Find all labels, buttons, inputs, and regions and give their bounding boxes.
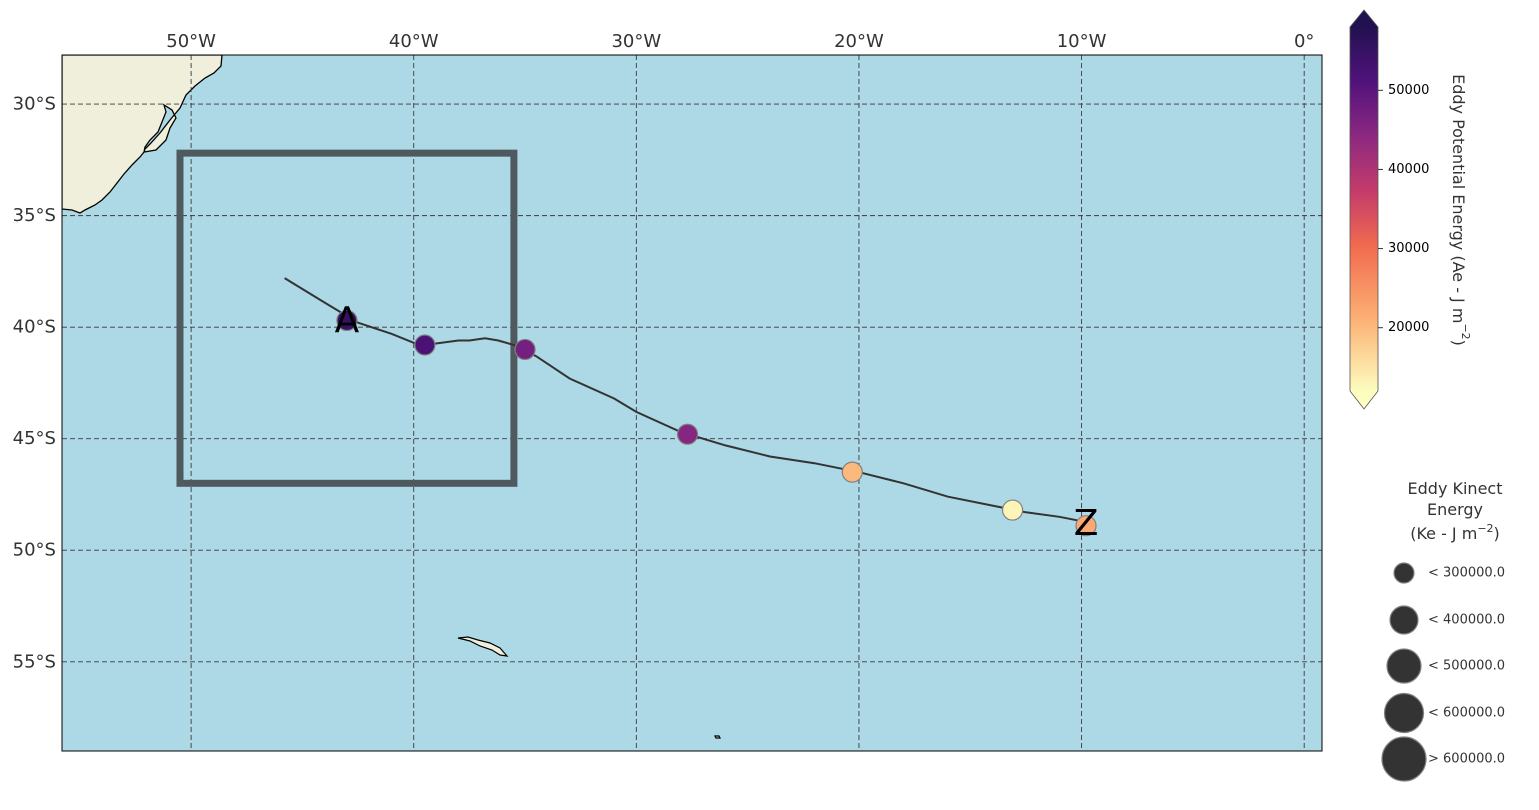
size-legend-label: > 600000.0 <box>1428 752 1505 767</box>
region-box <box>176 149 518 487</box>
colorbar-extend-min <box>1350 391 1378 409</box>
colorbar-tick-label: 20000 <box>1388 320 1429 335</box>
lon-tick-label: 10°W <box>1057 31 1107 52</box>
size-legend-title-line3: (Ke - J m−2) <box>1410 522 1500 543</box>
lat-tick-label: 35°S <box>13 205 56 226</box>
lon-tick-label: 30°W <box>611 31 661 52</box>
size-legend-marker <box>1381 736 1427 782</box>
eddy-point <box>514 338 536 361</box>
track-end-marker: Z <box>1074 503 1099 544</box>
map-area: A Z <box>62 55 1322 751</box>
colorbar-extend-max <box>1350 10 1378 27</box>
longitude-labels: 50°W 40°W 30°W 20°W 10°W 0° <box>166 31 1314 52</box>
size-legend: Eddy Kinect Energy (Ke - J m−2) < 300000… <box>1381 479 1505 782</box>
track-start-marker: A <box>335 300 360 341</box>
lon-tick-label: 40°W <box>389 31 439 52</box>
lat-tick-label: 50°S <box>13 540 56 561</box>
size-legend-marker <box>1386 648 1422 684</box>
size-legend-label: < 300000.0 <box>1428 566 1505 581</box>
eddy-point <box>676 423 699 445</box>
lat-tick-label: 45°S <box>13 428 56 449</box>
colorbar-tick-label: 50000 <box>1388 83 1429 98</box>
size-legend-marker <box>1383 692 1425 734</box>
colorbar: 20000 30000 40000 50000 Eddy Potential Ener… <box>1349 9 1473 410</box>
colorbar-outline <box>1349 9 1379 410</box>
size-legend-title-line1: Eddy Kinect <box>1408 479 1503 498</box>
size-legend-marker <box>1393 562 1415 584</box>
colorbar-label: Eddy Potential Energy (Ae - J m−2) <box>1450 74 1473 346</box>
ocean-background <box>62 55 1322 751</box>
size-legend-label: < 400000.0 <box>1428 613 1505 628</box>
eddy-point <box>841 461 863 483</box>
small-island <box>714 735 721 739</box>
south-georgia-island <box>457 636 509 657</box>
size-legend-marker <box>1389 605 1419 635</box>
colorbar-ticks: 20000 30000 40000 50000 <box>1378 83 1429 335</box>
colorbar-gradient <box>1350 27 1378 391</box>
colorbar-tick-label: 30000 <box>1388 241 1429 256</box>
eddy-point <box>414 334 436 356</box>
eddy-point <box>336 309 358 332</box>
lat-tick-label: 55°S <box>13 651 56 672</box>
lon-tick-label: 0° <box>1294 31 1314 52</box>
lon-tick-label: 50°W <box>166 31 216 52</box>
map-frame <box>61 54 1323 752</box>
size-legend-label: < 500000.0 <box>1428 659 1505 674</box>
lat-tick-label: 40°S <box>13 317 56 338</box>
latitude-labels: 30°S 35°S 40°S 45°S 50°S 55°S <box>13 94 56 673</box>
lon-tick-label: 20°W <box>834 31 884 52</box>
south-america-landmass <box>62 55 223 214</box>
eddy-point <box>1075 515 1097 537</box>
lat-tick-label: 30°S <box>13 94 56 115</box>
colorbar-tick-label: 40000 <box>1388 162 1429 177</box>
size-legend-label: < 600000.0 <box>1428 706 1505 721</box>
eddy-point <box>1001 499 1024 521</box>
size-legend-title-line2: Energy <box>1427 500 1483 519</box>
gridlines <box>62 55 1322 751</box>
size-legend-entries: < 300000.0 < 400000.0 < 500000.0 < 600000.0… <box>1381 562 1505 782</box>
eddy-points <box>336 309 1097 537</box>
